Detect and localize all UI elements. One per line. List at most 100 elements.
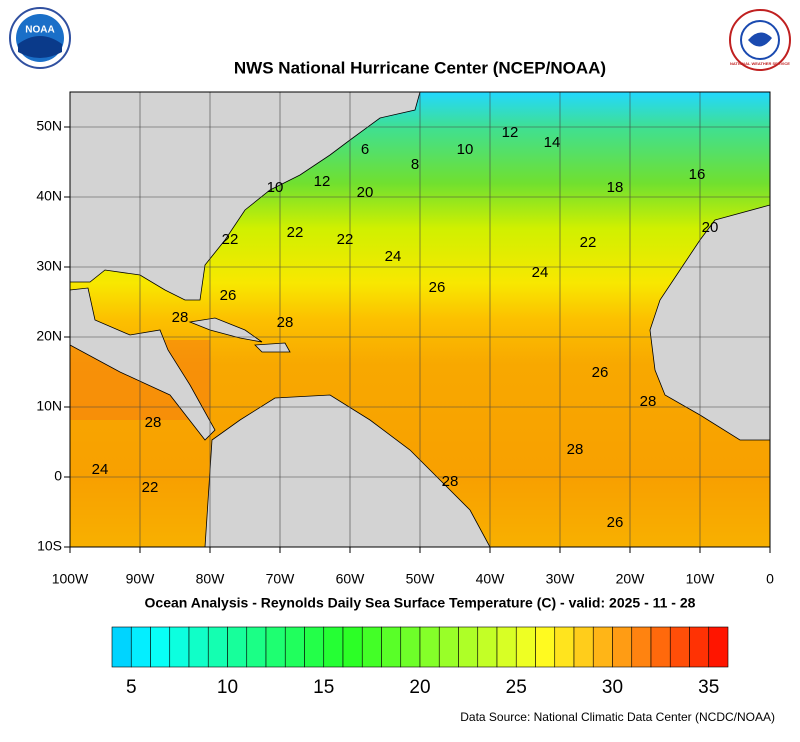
x-tick-label: 20W <box>616 571 646 587</box>
contour-label: 24 <box>385 248 402 265</box>
colorbar-box <box>650 626 671 668</box>
contour-label: 22 <box>337 231 354 248</box>
central-america <box>69 287 216 441</box>
colorbar-box <box>304 626 325 668</box>
colorbar-box <box>169 626 190 668</box>
map <box>69 91 771 548</box>
contour-label: 28 <box>442 473 459 490</box>
colorbar-box <box>246 626 267 668</box>
colorbar-tick-label: 10 <box>217 677 238 698</box>
contour-label: 22 <box>287 224 304 241</box>
south-america <box>204 394 491 548</box>
colorbar-box <box>669 626 690 668</box>
contour-label: 8 <box>411 156 419 173</box>
y-tick-label: 50N <box>36 118 62 134</box>
title: NWS National Hurricane Center (NCEP/NOAA… <box>234 58 606 77</box>
colorbar-box <box>573 626 594 668</box>
contour-label: 28 <box>172 309 189 326</box>
y-tick-label: 10N <box>36 398 62 414</box>
colorbar-box <box>708 626 729 668</box>
colorbar-box <box>265 626 286 668</box>
x-tick-label: 80W <box>196 571 226 587</box>
colorbar-box <box>323 626 344 668</box>
noaa-logo: NOAA <box>9 7 71 69</box>
contour-label: 26 <box>592 364 609 381</box>
contour-label: 28 <box>567 441 584 458</box>
contour-label: 10 <box>267 179 284 196</box>
contour-label: 20 <box>357 184 374 201</box>
x-tick-label: 100W <box>52 571 89 587</box>
colorbar-box <box>188 626 209 668</box>
colorbar-box <box>438 626 459 668</box>
colorbar-box <box>535 626 556 668</box>
y-tick-label: 0 <box>54 468 62 484</box>
colorbar-box <box>284 626 305 668</box>
colorbar-box <box>496 626 517 668</box>
contour-label: 12 <box>314 173 331 190</box>
source: Data Source: National Climatic Data Cent… <box>460 710 775 724</box>
colorbar-box <box>150 626 171 668</box>
colorbar-box <box>631 626 652 668</box>
colorbar-tick-label: 20 <box>409 677 430 698</box>
colorbar-box <box>227 626 248 668</box>
contour-label: 16 <box>689 166 706 183</box>
caption: Ocean Analysis - Reynolds Daily Sea Surf… <box>145 595 696 611</box>
colorbar: 5 10 15 20 25 30 35 <box>111 626 729 698</box>
contour-label: 22 <box>222 231 239 248</box>
colorbar-box <box>592 626 613 668</box>
x-tick-label: 90W <box>126 571 156 587</box>
logo-text: NOAA <box>25 25 54 36</box>
contour-label: 6 <box>361 141 369 158</box>
x-tick-label: 10W <box>686 571 716 587</box>
colorbar-box <box>381 626 402 668</box>
x-tick-label: 0 <box>766 571 774 587</box>
contour-label: 22 <box>580 234 597 251</box>
contour-label: 24 <box>532 264 549 281</box>
colorbar-tick-label: 5 <box>126 677 137 698</box>
x-tick-label: 40W <box>476 571 506 587</box>
colorbar-tick-label: 35 <box>698 677 719 698</box>
logo-text: NATIONAL WEATHER SERVICE <box>730 61 790 66</box>
contour-label: 24 <box>92 461 109 478</box>
contour-label: 10 <box>457 141 474 158</box>
y-tick-label: 10S <box>37 538 62 554</box>
colorbar-box <box>477 626 498 668</box>
north-america <box>69 91 421 301</box>
x-tick-label: 70W <box>266 571 296 587</box>
colorbar-box <box>400 626 421 668</box>
x-tick-label: 30W <box>546 571 576 587</box>
contour-label: 12 <box>502 124 519 141</box>
colorbar-tick-label: 15 <box>313 677 334 698</box>
colorbar-box <box>554 626 575 668</box>
colorbar-box <box>515 626 536 668</box>
contour-label: 22 <box>142 479 159 496</box>
contour-label: 18 <box>607 179 624 196</box>
x-tick-label: 60W <box>336 571 366 587</box>
contour-label: 26 <box>607 514 624 531</box>
y-tick-label: 20N <box>36 328 62 344</box>
colorbar-box <box>419 626 440 668</box>
colorbar-box <box>361 626 382 668</box>
colorbar-box <box>130 626 151 668</box>
contour-label: 28 <box>277 314 294 331</box>
colorbar-box <box>207 626 228 668</box>
y-tick-label: 30N <box>36 258 62 274</box>
x-tick-label: 50W <box>406 571 436 587</box>
nws-logo: NATIONAL WEATHER SERVICE <box>729 9 791 71</box>
contour-label: 20 <box>702 219 719 236</box>
contour-label: 28 <box>640 393 657 410</box>
contour-label: 28 <box>145 414 162 431</box>
contour-label: 26 <box>220 287 237 304</box>
contour-label: 14 <box>544 134 561 151</box>
colorbar-tick-label: 30 <box>602 677 623 698</box>
colorbar-box <box>612 626 633 668</box>
contour-label: 26 <box>429 279 446 296</box>
colorbar-box <box>342 626 363 668</box>
colorbar-tick-label: 25 <box>506 677 527 698</box>
hispaniola <box>254 342 291 353</box>
colorbar-box <box>689 626 710 668</box>
y-tick-label: 40N <box>36 188 62 204</box>
colorbar-box <box>458 626 479 668</box>
colorbar-box <box>111 626 132 668</box>
